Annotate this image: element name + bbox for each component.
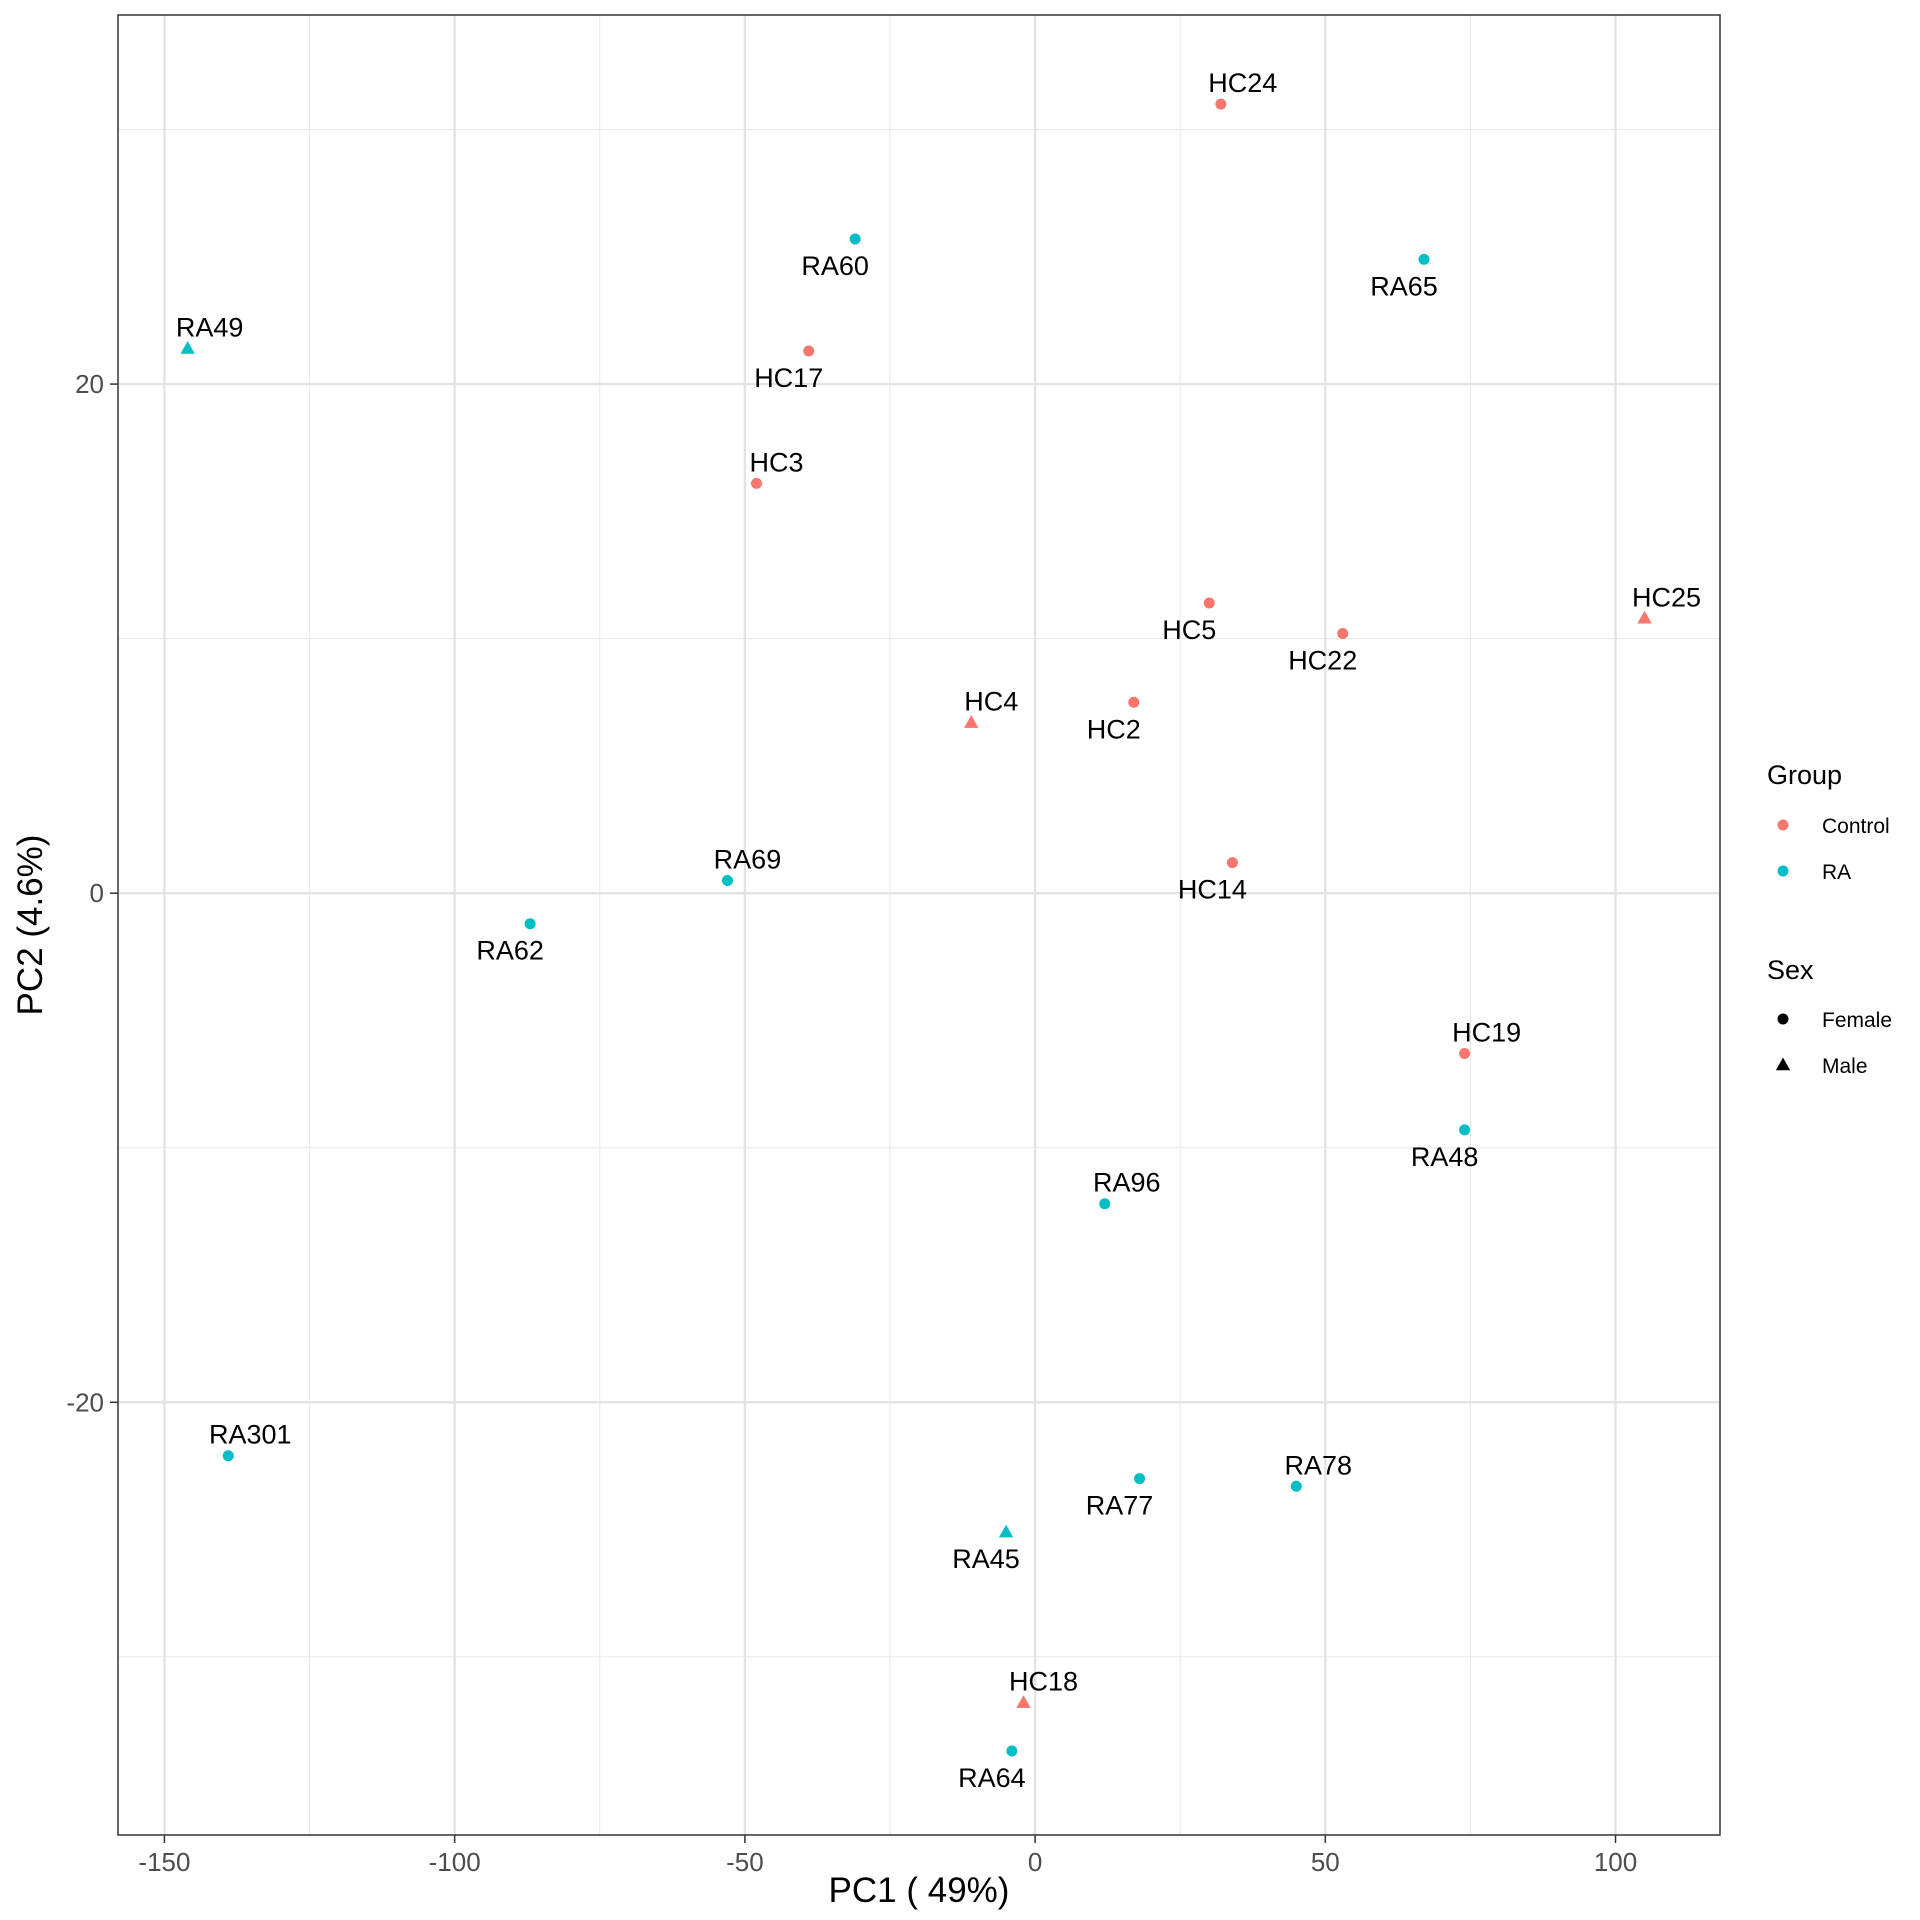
y-tick-label: 0: [90, 878, 104, 908]
point-label-ra78: RA78: [1285, 1450, 1353, 1480]
point-label-ra77: RA77: [1086, 1491, 1154, 1521]
major-gridlines: [118, 15, 1720, 1835]
plot-panel-border: [117, 14, 1721, 1836]
data-point-hc17: [803, 345, 815, 357]
legend-label-ra: RA: [1822, 861, 1851, 884]
legend-key-male: [1775, 1057, 1791, 1071]
data-point-hc18: [1016, 1695, 1031, 1708]
point-label-ra60: RA60: [801, 251, 869, 281]
data-point-hc5: [1203, 597, 1215, 609]
point-label-ra64: RA64: [958, 1763, 1026, 1793]
x-axis: -150 -100 -50 0 50 100: [138, 1835, 1637, 1877]
y-axis-title: PC2 (4.6%): [11, 835, 50, 1016]
legend-sex-items: Female Male: [1775, 1009, 1892, 1078]
legend-label-control: Control: [1822, 815, 1890, 838]
data-point-ra60: [849, 233, 861, 245]
x-tick-label: 100: [1594, 1847, 1637, 1877]
point-label-hc17: HC17: [754, 363, 823, 393]
point-label-hc18: HC18: [1009, 1667, 1078, 1697]
point-label-hc22: HC22: [1288, 646, 1357, 676]
data-point-ra62: [524, 918, 536, 930]
y-tick-label: 20: [75, 369, 104, 399]
legend: Group Control RA Sex Female Male: [1767, 760, 1892, 1078]
point-label-hc14: HC14: [1178, 875, 1247, 905]
point-label-hc24: HC24: [1208, 68, 1277, 98]
data-point-ra96: [1099, 1198, 1111, 1210]
data-point-ra64: [1006, 1745, 1018, 1757]
legend-key-ra: [1777, 865, 1789, 877]
data-point-hc14: [1226, 857, 1238, 869]
x-tick-label: -150: [138, 1847, 190, 1877]
data-point-ra49: [180, 340, 195, 354]
point-label-hc25: HC25: [1632, 582, 1701, 612]
data-point-ra69: [721, 874, 733, 886]
data-point-ra48: [1459, 1124, 1471, 1136]
y-tick-label: -20: [66, 1387, 104, 1417]
point-label-ra49: RA49: [176, 312, 244, 342]
point-label-ra62: RA62: [476, 936, 544, 966]
x-tick-label: -50: [726, 1847, 764, 1877]
x-tick-label: 50: [1311, 1847, 1340, 1877]
legend-key-female: [1777, 1013, 1789, 1025]
data-point-ra78: [1290, 1480, 1302, 1492]
x-tick-label: -100: [429, 1847, 481, 1877]
point-label-ra45: RA45: [952, 1544, 1020, 1574]
point-label-hc3: HC3: [749, 447, 803, 477]
point-label-ra65: RA65: [1370, 271, 1438, 301]
y-axis: -20 0 20: [66, 369, 118, 1417]
point-labels: HC24 RA60 RA65 RA49 HC17 HC3 HC5 HC25 HC22 HC2 HC4…: [176, 68, 1701, 1793]
data-point-hc24: [1215, 98, 1227, 110]
legend-key-control: [1777, 819, 1789, 831]
data-point-hc19: [1459, 1048, 1471, 1060]
point-label-hc5: HC5: [1162, 615, 1216, 645]
point-label-ra48: RA48: [1411, 1142, 1479, 1172]
legend-group-title: Group: [1767, 760, 1842, 790]
data-point-ra45: [998, 1524, 1014, 1538]
data-point-hc3: [750, 477, 762, 489]
point-label-ra96: RA96: [1093, 1168, 1161, 1198]
data-point-ra301: [222, 1450, 234, 1462]
point-label-hc4: HC4: [964, 687, 1018, 717]
x-axis-title: PC1 ( 49%): [829, 1871, 1010, 1910]
point-label-ra301: RA301: [209, 1420, 292, 1450]
data-point-hc22: [1337, 628, 1349, 640]
point-label-hc19: HC19: [1452, 1018, 1521, 1048]
legend-label-male: Male: [1822, 1055, 1868, 1078]
minor-gridlines: [118, 15, 1720, 1835]
data-point-ra77: [1134, 1473, 1146, 1485]
x-tick-label: 0: [1028, 1847, 1042, 1877]
data-point-hc4: [964, 715, 979, 728]
legend-group-items: Control RA: [1777, 815, 1890, 884]
point-label-ra69: RA69: [714, 844, 782, 874]
data-points: [180, 98, 1652, 1757]
legend-sex-title: Sex: [1767, 955, 1814, 985]
legend-label-female: Female: [1822, 1009, 1892, 1032]
data-point-hc2: [1128, 696, 1140, 708]
point-label-hc2: HC2: [1087, 714, 1141, 744]
data-point-ra65: [1418, 253, 1430, 265]
data-point-hc25: [1637, 610, 1652, 624]
